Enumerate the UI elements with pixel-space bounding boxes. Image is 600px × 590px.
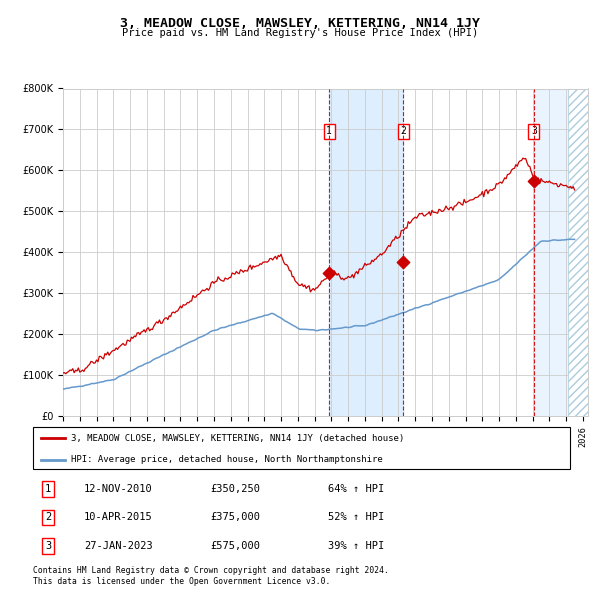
Text: £575,000: £575,000 bbox=[210, 541, 260, 550]
Text: 2: 2 bbox=[400, 126, 406, 136]
Point bbox=[325, 268, 334, 277]
Point bbox=[529, 176, 539, 185]
Text: 3, MEADOW CLOSE, MAWSLEY, KETTERING, NN14 1JY: 3, MEADOW CLOSE, MAWSLEY, KETTERING, NN1… bbox=[120, 17, 480, 30]
Text: 12-NOV-2010: 12-NOV-2010 bbox=[84, 484, 153, 494]
Text: 1: 1 bbox=[45, 484, 51, 494]
Text: 64% ↑ HPI: 64% ↑ HPI bbox=[328, 484, 385, 494]
Text: 52% ↑ HPI: 52% ↑ HPI bbox=[328, 513, 385, 522]
Text: 39% ↑ HPI: 39% ↑ HPI bbox=[328, 541, 385, 550]
Text: HPI: Average price, detached house, North Northamptonshire: HPI: Average price, detached house, Nort… bbox=[71, 455, 382, 464]
Text: 2: 2 bbox=[45, 513, 51, 522]
Text: This data is licensed under the Open Government Licence v3.0.: This data is licensed under the Open Gov… bbox=[33, 577, 331, 586]
Text: Price paid vs. HM Land Registry's House Price Index (HPI): Price paid vs. HM Land Registry's House … bbox=[122, 28, 478, 38]
Text: 3: 3 bbox=[45, 541, 51, 550]
Point bbox=[398, 258, 408, 267]
Text: 1: 1 bbox=[326, 126, 332, 136]
Text: 3, MEADOW CLOSE, MAWSLEY, KETTERING, NN14 1JY (detached house): 3, MEADOW CLOSE, MAWSLEY, KETTERING, NN1… bbox=[71, 434, 404, 443]
Text: 27-JAN-2023: 27-JAN-2023 bbox=[84, 541, 153, 550]
Text: 10-APR-2015: 10-APR-2015 bbox=[84, 513, 153, 522]
Text: 3: 3 bbox=[531, 126, 537, 136]
Text: £350,250: £350,250 bbox=[210, 484, 260, 494]
Text: Contains HM Land Registry data © Crown copyright and database right 2024.: Contains HM Land Registry data © Crown c… bbox=[33, 566, 389, 575]
Bar bbox=[534, 88, 588, 416]
Text: £375,000: £375,000 bbox=[210, 513, 260, 522]
Bar bbox=[329, 88, 403, 416]
Bar bbox=[568, 88, 588, 416]
